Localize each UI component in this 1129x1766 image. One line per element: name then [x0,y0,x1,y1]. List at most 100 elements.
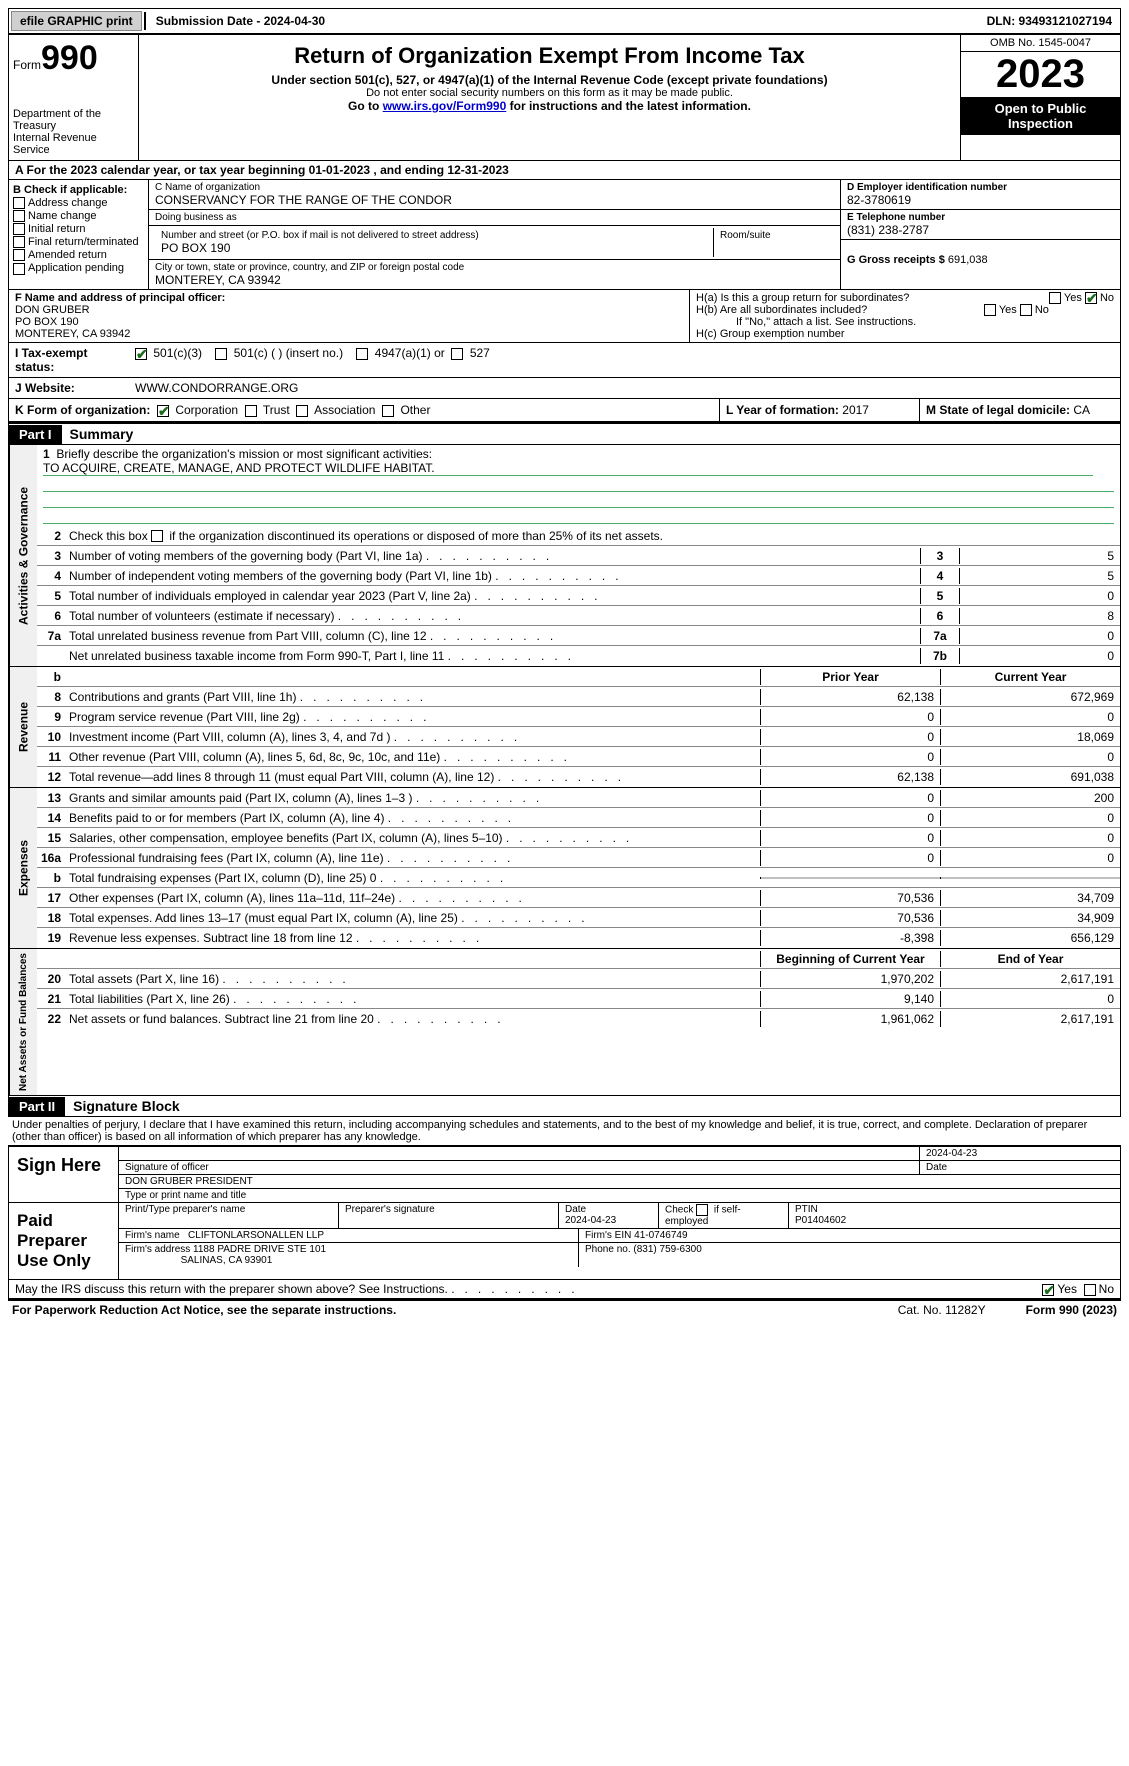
efile-print-button[interactable]: efile GRAPHIC print [11,11,142,31]
street-label: Number and street (or P.O. box if mail i… [161,230,707,241]
org-name-label: C Name of organization [155,182,834,193]
net-header: Beginning of Current Year End of Year [37,949,1120,969]
chk-name-change[interactable]: Name change [13,210,144,222]
tax-exempt-label: I Tax-exempt status: [9,343,129,377]
sign-here-label: Sign Here [9,1147,119,1202]
officer-addr1: PO BOX 190 [15,316,683,328]
tax-year-end: 12-31-2023 [447,163,508,177]
chk-corporation[interactable] [157,405,169,417]
chk-other[interactable] [382,405,394,417]
firm-phone-label: Phone no. [585,1244,631,1255]
hb-no[interactable] [1020,304,1032,316]
part1-bar: Part I Summary [8,422,1121,445]
part2-title: Signature Block [65,1096,188,1116]
signature-block: Sign Here 2024-04-23 Signature of office… [8,1145,1121,1300]
chk-trust[interactable] [245,405,257,417]
chk-self-employed[interactable] [696,1204,708,1216]
year-formation-label: L Year of formation: [726,403,839,417]
row-klm: K Form of organization: Corporation Trus… [8,399,1121,422]
box-h: H(a) Is this a group return for subordin… [690,290,1120,342]
ha-no[interactable] [1085,292,1097,304]
page-footer: For Paperwork Reduction Act Notice, see … [8,1300,1121,1319]
vlabel-net: Net Assets or Fund Balances [9,949,37,1095]
box-deg: D Employer identification number82-37806… [840,180,1120,289]
section-revenue: Revenue b Prior Year Current Year 8Contr… [8,667,1121,788]
chk-501c3[interactable] [135,348,147,360]
form-number: 990 [41,39,98,77]
mission-blank-3 [43,508,1114,524]
firm-addr2: SALINAS, CA 93901 [181,1255,273,1266]
line-7b: Net unrelated business taxable income fr… [37,646,1120,666]
h-a-label: H(a) Is this a group return for subordin… [696,292,909,304]
end-year-hdr: End of Year [940,951,1120,967]
chk-application-pending[interactable]: Application pending [13,262,144,274]
line-2: 2Check this box if the organization disc… [37,526,1120,546]
chk-501c[interactable] [215,348,227,360]
line-16a: 16aProfessional fundraising fees (Part I… [37,848,1120,868]
chk-discontinued[interactable] [151,530,163,542]
preparer-name-label: Print/Type preparer's name [119,1203,339,1228]
city-label: City or town, state or province, country… [155,262,834,273]
officer-printed-name: DON GRUBER PRESIDENT [119,1175,1120,1188]
chk-association[interactable] [296,405,308,417]
line-19: 19Revenue less expenses. Subtract line 1… [37,928,1120,948]
discuss-question: May the IRS discuss this return with the… [15,1282,448,1296]
firm-name: CLIFTONLARSONALLEN LLP [188,1230,324,1241]
section-net-assets: Net Assets or Fund Balances Beginning of… [8,949,1121,1096]
chk-final-return[interactable]: Final return/terminated [13,236,144,248]
line-13: 13Grants and similar amounts paid (Part … [37,788,1120,808]
line-17: 17Other expenses (Part IX, column (A), l… [37,888,1120,908]
line-15: 15Salaries, other compensation, employee… [37,828,1120,848]
city: MONTEREY, CA 93942 [155,273,834,287]
submission-date: Submission Date - 2024-04-30 [144,12,335,30]
hb-yes[interactable] [984,304,996,316]
form-label: Form [13,58,41,72]
revenue-header: b Prior Year Current Year [37,667,1120,687]
tax-year: 2023 [961,52,1120,97]
discuss-yes[interactable] [1042,1284,1054,1296]
section-bcd: B Check if applicable: Address change Na… [8,180,1121,290]
line-10: 10Investment income (Part VIII, column (… [37,727,1120,747]
chk-address-change[interactable]: Address change [13,197,144,209]
instructions-line: Go to www.irs.gov/Form990 for instructio… [147,99,952,113]
row-a-prefix: A For the 2023 calendar year, or tax yea… [15,163,309,177]
street: PO BOX 190 [161,241,707,255]
chk-4947[interactable] [356,348,368,360]
line-1: 1 Briefly describe the organization's mi… [37,445,1120,526]
line-9: 9Program service revenue (Part VIII, lin… [37,707,1120,727]
box-b: B Check if applicable: Address change Na… [9,180,149,289]
phone: (831) 238-2787 [847,223,1114,237]
line-6: 6Total number of volunteers (estimate if… [37,606,1120,626]
line-7a: 7aTotal unrelated business revenue from … [37,626,1120,646]
firm-ein-label: Firm's EIN [585,1230,631,1241]
line-5: 5Total number of individuals employed in… [37,586,1120,606]
line-b: bTotal fundraising expenses (Part IX, co… [37,868,1120,888]
row-a-mid: , and ending [370,163,447,177]
form-title: Return of Organization Exempt From Incom… [147,43,952,69]
chk-initial-return[interactable]: Initial return [13,223,144,235]
line-20: 20Total assets (Part X, line 16)1,970,20… [37,969,1120,989]
gross-receipts: 691,038 [948,254,988,266]
ssn-warning: Do not enter social security numbers on … [147,87,952,99]
date-label: Date [920,1161,1120,1174]
chk-amended-return[interactable]: Amended return [13,249,144,261]
website-label: J Website: [9,378,129,398]
room-label: Room/suite [720,230,828,241]
officer-label: F Name and address of principal officer: [15,292,683,304]
mission-question: Briefly describe the organization's miss… [56,447,432,461]
prep-date: 2024-04-23 [565,1215,616,1226]
vlabel-governance: Activities & Governance [9,445,37,666]
cat-no: Cat. No. 11282Y [898,1303,986,1317]
dln: DLN: 93493121027194 [979,12,1120,30]
part2-bar: Part II Signature Block [8,1096,1121,1117]
ha-yes[interactable] [1049,292,1061,304]
box-b-label: B Check if applicable: [13,184,144,196]
section-expenses: Expenses 13Grants and similar amounts pa… [8,788,1121,949]
firm-ein: 41-0746749 [634,1230,687,1241]
chk-527[interactable] [451,348,463,360]
box-f: F Name and address of principal officer:… [9,290,690,342]
discuss-no[interactable] [1084,1284,1096,1296]
irs-link[interactable]: www.irs.gov/Form990 [383,99,507,113]
open-to-public: Open to Public Inspection [961,97,1120,135]
dba-label: Doing business as [155,212,834,223]
